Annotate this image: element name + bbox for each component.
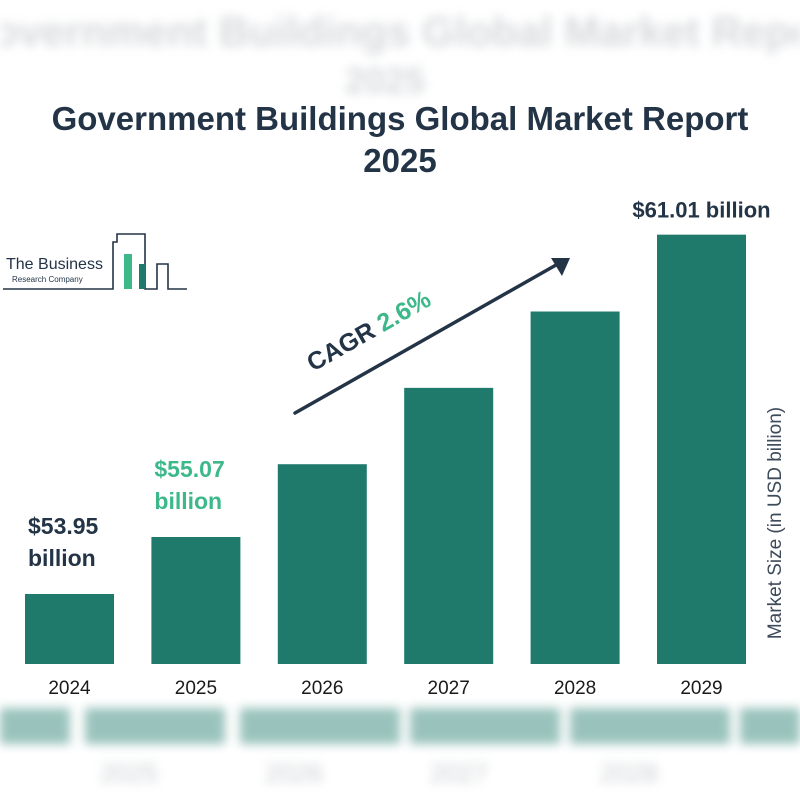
x-tick-label-2028: 2028	[554, 678, 596, 699]
bar-2028	[530, 311, 620, 664]
cagr-arrow-line	[293, 263, 558, 415]
chart-title: Government Buildings Global Market Repor…	[0, 98, 800, 182]
blurred-bar	[410, 708, 560, 744]
blurred-bar	[240, 708, 400, 744]
data-label-unit-2025: billion	[154, 488, 222, 514]
chart-title-line2: 2025	[363, 142, 437, 179]
y-axis-label: Market Size (in USD billion)	[765, 406, 786, 640]
blurred-year: 2027	[430, 758, 488, 788]
x-tick-label-2024: 2024	[48, 678, 91, 699]
cagr-arrow-head	[551, 258, 570, 276]
logo-mark	[3, 233, 187, 290]
x-tick-label-2025: 2025	[175, 678, 217, 699]
blurred-bar	[85, 708, 225, 744]
bar-2026	[277, 464, 367, 664]
x-tick-label-2026: 2026	[301, 678, 343, 699]
blurred-bar	[0, 708, 70, 744]
bar-2025	[151, 536, 241, 664]
blurred-year: 2025	[100, 758, 158, 788]
blurred-footer-backdrop: 2025 2026 2027 2028	[0, 700, 800, 800]
data-label-2024: $53.95	[28, 513, 99, 539]
bar-2024	[25, 594, 114, 664]
blurred-year: 2028	[600, 758, 658, 788]
bar-2027	[404, 387, 494, 664]
blurred-bar	[570, 708, 730, 744]
logo-subtitle: Research Company	[12, 275, 83, 284]
bar-chart: 2024 2025 2026 2027 2028 2029 $53.95 billion $55…	[25, 198, 771, 699]
blurred-year: 2026	[265, 758, 323, 788]
x-tick-label-2027: 2027	[428, 678, 470, 699]
data-label-2029: $61.01 billion	[632, 198, 770, 223]
cagr-value: 2.6%	[372, 285, 435, 337]
bar-2029	[657, 234, 746, 664]
blurred-title-line2: 2025	[345, 60, 426, 95]
data-label-2025: $55.07	[154, 456, 224, 482]
data-label-unit-2024: billion	[28, 545, 96, 571]
chart-title-line1: Government Buildings Global Market Repor…	[51, 100, 749, 137]
cagr-label: CAGR 2.6%	[302, 285, 436, 377]
x-tick-label-2029: 2029	[680, 678, 722, 699]
blurred-bar	[740, 708, 800, 744]
blurred-title-line1: Government Buildings Global Market Repor…	[0, 8, 800, 55]
logo-name: The Business	[6, 256, 103, 273]
company-logo: The Business Research Company	[0, 232, 200, 292]
blurred-header-backdrop: Government Buildings Global Market Repor…	[0, 0, 800, 95]
